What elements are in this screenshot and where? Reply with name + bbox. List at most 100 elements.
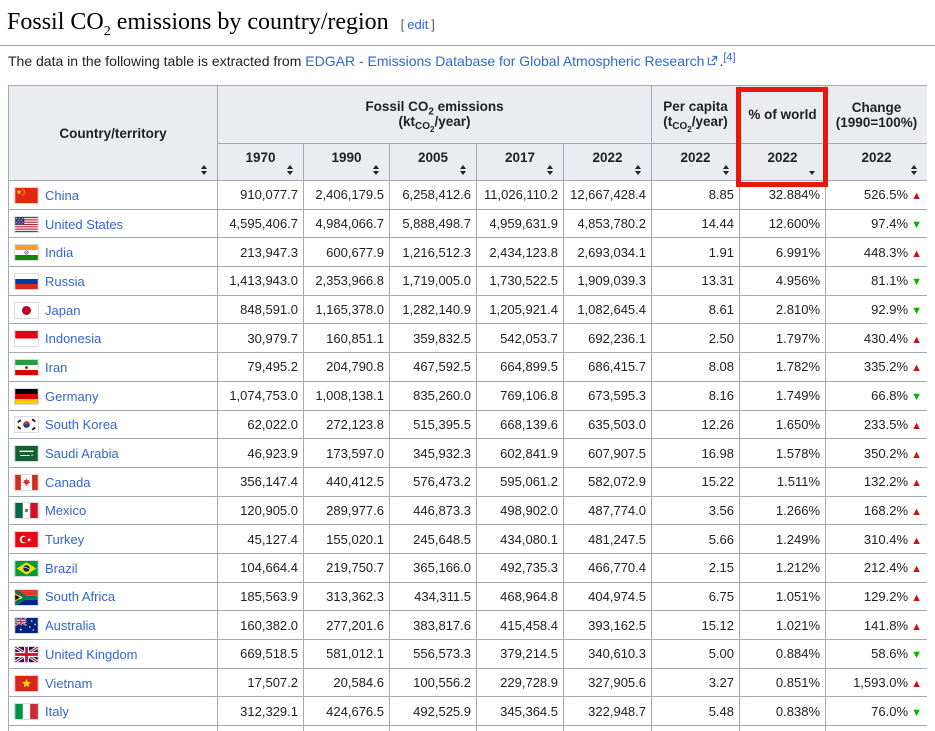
country-link[interactable]: Vietnam: [45, 675, 93, 691]
col-header-country[interactable]: Country/territory: [8, 85, 218, 181]
trend-down-icon: ▼: [911, 219, 923, 232]
cell-2005: 1,282,140.9: [389, 294, 477, 325]
country-link[interactable]: South Africa: [45, 589, 116, 605]
cell-pct-world: 1.511%: [739, 466, 827, 497]
change-value: 92.9%: [871, 302, 909, 318]
cell-2017: 498,902.0: [476, 495, 564, 526]
country-cell: Mexico: [8, 495, 218, 526]
cell-2005: 835,260.0: [389, 380, 477, 411]
cell-change: 76.0% ▼: [825, 696, 927, 727]
cell-pct-world: 1.212%: [739, 552, 827, 583]
change-value: 310.4%: [863, 531, 909, 547]
country-link[interactable]: India: [45, 245, 74, 261]
trend-down-icon: ▼: [911, 276, 923, 289]
cell-2017: 769,106.8: [476, 380, 564, 411]
ref-4-link[interactable]: [4]: [723, 51, 736, 64]
cell-2005: 100,556.2: [389, 667, 477, 698]
cell-1990: 2,406,179.5: [303, 180, 390, 210]
col-header-2022-per-capita[interactable]: 2022: [651, 143, 741, 181]
country-link[interactable]: Brazil: [45, 560, 78, 576]
cell-pct-world: 1.249%: [739, 524, 827, 554]
country-link[interactable]: United States: [45, 216, 124, 232]
sort-icon[interactable]: [373, 165, 379, 175]
col-header-2022-change[interactable]: 2022: [825, 143, 927, 181]
sort-icon[interactable]: [287, 165, 293, 175]
sort-icon[interactable]: [635, 165, 642, 175]
edgar-link[interactable]: EDGAR - Emissions Database for Global At…: [305, 53, 719, 69]
cell-2017: 602,841.9: [476, 438, 564, 468]
cell-pct-world: 1.650%: [739, 409, 827, 440]
edit-bracket-close: ]: [431, 17, 435, 32]
country-link[interactable]: Japan: [45, 302, 81, 318]
country-link[interactable]: Canada: [45, 474, 91, 490]
change-value: 1,593.0%: [853, 675, 909, 691]
country-link[interactable]: Australia: [45, 618, 96, 634]
country-link[interactable]: Russia: [45, 273, 85, 289]
cell-2017: 434,080.1: [476, 524, 564, 554]
cell-2022: 340,610.3: [562, 639, 653, 669]
title-text: Fossil CO: [7, 9, 104, 35]
cell-change: 335.2% ▲: [825, 352, 927, 382]
sort-icon-descending[interactable]: [809, 171, 816, 175]
cell-2005: 383,817.6: [389, 610, 477, 640]
cell-per-capita: 3.56: [651, 495, 741, 526]
country-link[interactable]: Saudi Arabia: [45, 446, 119, 462]
flag-icon-vn: [15, 675, 38, 691]
sort-icon-country[interactable]: [201, 165, 207, 175]
cell-per-capita: 5.48: [651, 696, 741, 727]
cell-1990: 440,412.5: [303, 466, 390, 497]
country-cell: United Kingdom: [8, 639, 218, 669]
sort-icon[interactable]: [723, 165, 730, 175]
intro-text: The data in the following table is extra…: [8, 51, 736, 69]
country-link[interactable]: United Kingdom: [45, 646, 138, 662]
cell-pct-world: 1.266%: [739, 495, 827, 526]
col-header-2022-pct-world[interactable]: 2022: [739, 143, 827, 181]
country-link[interactable]: South Korea: [45, 417, 118, 433]
cell-1970: 160,382.0: [217, 610, 304, 640]
empty-cell: [562, 725, 653, 731]
country-link[interactable]: Germany: [45, 388, 99, 404]
cell-pct-world: 2.810%: [739, 294, 827, 325]
cell-change: 233.5% ▲: [825, 409, 927, 440]
cell-pct-world: 0.851%: [739, 667, 827, 698]
emissions-table: Country/territory Fossil CO2 emissions (…: [8, 85, 927, 731]
country-link[interactable]: Indonesia: [45, 331, 102, 347]
col-header-2017[interactable]: 2017: [476, 143, 564, 181]
country-link[interactable]: Iran: [45, 360, 68, 375]
col-header-2005[interactable]: 2005: [389, 143, 477, 181]
edit-link[interactable]: edit: [407, 17, 429, 32]
cell-1970: 1,413,943.0: [217, 266, 304, 296]
sort-icon[interactable]: [547, 165, 553, 175]
cell-2005: 359,832.5: [389, 323, 477, 354]
flag-icon-tr: [15, 532, 38, 548]
change-value: 212.4%: [863, 560, 909, 576]
cell-2022: 393,162.5: [562, 610, 653, 640]
col-header-1970[interactable]: 1970: [217, 143, 304, 181]
sort-icon[interactable]: [460, 165, 466, 175]
country-cell: South Africa: [8, 581, 218, 612]
country-cell: Australia: [8, 610, 218, 640]
cell-change: 168.2% ▲: [825, 495, 927, 526]
country-link[interactable]: Turkey: [45, 532, 85, 548]
flag-icon-gb: [15, 646, 38, 662]
table-row: Australia 160,382.0 277,201.6 383,817.6 415,…: [8, 610, 927, 640]
flag-icon-it: [15, 704, 38, 720]
sort-icon[interactable]: [911, 165, 918, 175]
cell-1990: 272,123.8: [303, 409, 390, 440]
col-header-2022-emissions[interactable]: 2022: [562, 143, 653, 181]
cell-2022: 481,247.5: [562, 524, 653, 554]
country-link[interactable]: China: [45, 187, 79, 203]
cell-2022: 1,082,645.4: [562, 294, 653, 325]
trend-up-icon: ▲: [911, 477, 923, 490]
cell-1970: 848,591.0: [217, 294, 304, 325]
cell-2017: 492,735.3: [476, 552, 564, 583]
col-header-1990[interactable]: 1990: [303, 143, 390, 181]
cell-2017: 668,139.6: [476, 409, 564, 440]
flag-icon-za: [15, 589, 38, 605]
country-link[interactable]: Mexico: [45, 503, 87, 519]
cell-2017: 229,728.9: [476, 667, 564, 698]
cell-pct-world: 1.797%: [739, 323, 827, 354]
cell-2017: 4,959,631.9: [476, 208, 564, 239]
flag-icon-us: [15, 216, 38, 232]
country-link[interactable]: Italy: [45, 704, 69, 720]
